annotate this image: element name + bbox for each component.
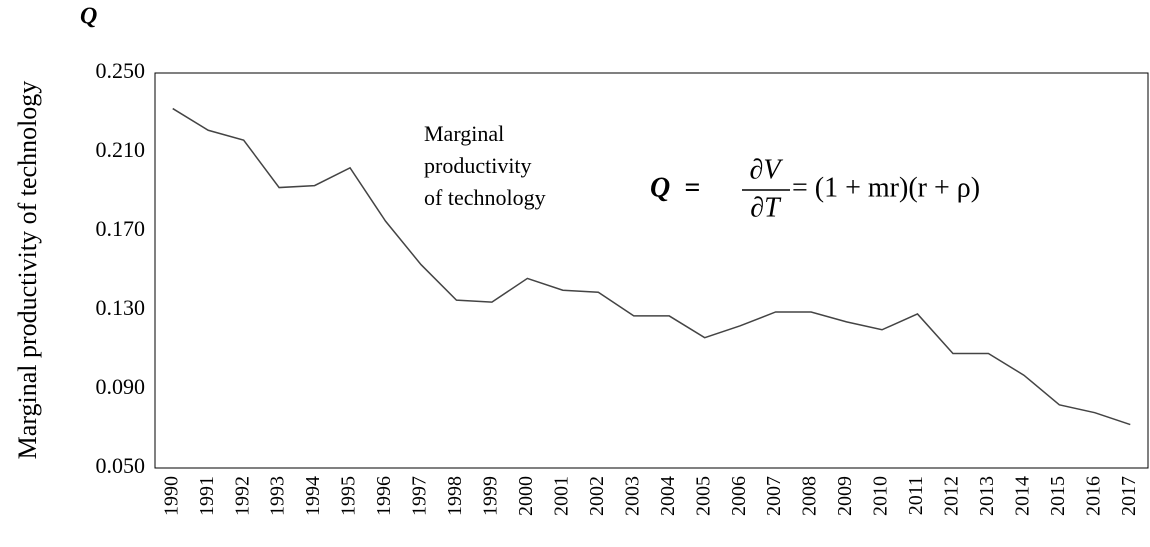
y-tick-label: 0.050 [96, 453, 146, 478]
x-tick-label: 2016 [1082, 476, 1104, 516]
x-tick-label: 1990 [160, 476, 182, 516]
x-tick-label: 1999 [480, 476, 502, 516]
x-tick-label: 2013 [976, 476, 998, 516]
y-axis-label: Marginal productivity of technology [13, 81, 42, 460]
formula-numerator: ∂V [750, 154, 784, 185]
annotation: productivity [424, 153, 532, 178]
formula-lhs: Q = [650, 172, 700, 203]
x-tick-label: 1991 [196, 476, 218, 516]
y-tick-label: 0.250 [96, 58, 146, 83]
x-tick-label: 2010 [870, 476, 892, 516]
x-tick-label: 1998 [444, 476, 466, 516]
x-tick-label: 2006 [728, 476, 750, 516]
x-tick-label: 2012 [941, 476, 963, 516]
x-tick-label: 2004 [657, 476, 679, 516]
x-tick-label: 2011 [905, 476, 927, 515]
x-tick-label: 2002 [586, 476, 608, 516]
x-tick-label: 2007 [763, 476, 785, 516]
x-tick-label: 2000 [515, 476, 537, 516]
annotation: of technology [424, 185, 546, 210]
x-tick-label: 1995 [338, 476, 360, 516]
x-tick-label: 2005 [692, 476, 714, 516]
x-tick-label: 2003 [621, 476, 643, 516]
annotation: Marginal [424, 121, 504, 146]
x-tick-label: 2009 [834, 476, 856, 516]
plot-frame [154, 72, 1149, 469]
x-tick-label: 2017 [1118, 476, 1140, 516]
x-tick-label: 2015 [1047, 476, 1069, 516]
y-tick-label: 0.090 [96, 374, 146, 399]
formula-denominator: ∂T [750, 192, 782, 223]
x-tick-label: 2014 [1011, 476, 1033, 516]
formula-rhs: = (1 + mr)(r + ρ) [792, 172, 980, 203]
line-series [172, 107, 1131, 426]
x-tick-label: 2008 [799, 476, 821, 516]
y-tick-label: 0.210 [96, 137, 146, 162]
y-tick-label: 0.170 [96, 216, 146, 241]
x-tick-label: 1997 [409, 476, 431, 516]
y-tick-label: 0.130 [96, 295, 146, 320]
x-tick-label: 1994 [302, 476, 324, 516]
corner-label: Q [80, 4, 97, 30]
x-tick-label: 1996 [373, 476, 395, 516]
x-tick-label: 2001 [550, 476, 572, 516]
x-tick-label: 1993 [267, 476, 289, 516]
x-tick-label: 1992 [231, 476, 253, 516]
